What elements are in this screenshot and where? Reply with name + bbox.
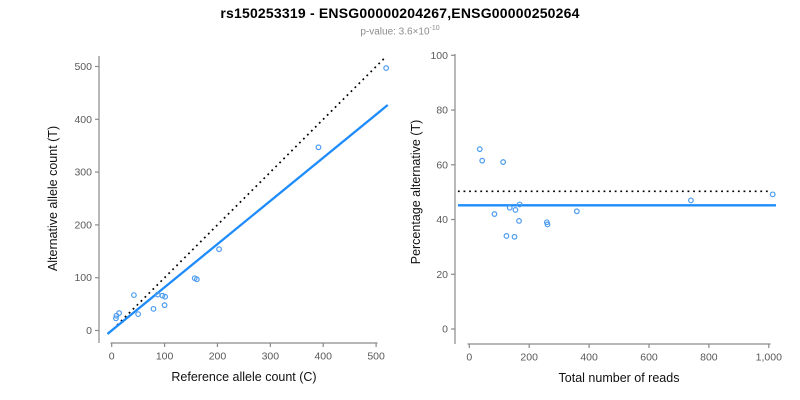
data-point bbox=[159, 292, 166, 299]
y-tick-label: 80 bbox=[436, 105, 448, 117]
y-tick-label: 400 bbox=[74, 114, 92, 126]
x-tick-label: 400 bbox=[314, 351, 332, 363]
data-point bbox=[135, 311, 142, 318]
y-tick-label: 100 bbox=[74, 272, 92, 284]
y-tick-label: 0 bbox=[442, 324, 448, 336]
x-tick-label: 300 bbox=[262, 351, 280, 363]
data-point bbox=[476, 146, 483, 153]
data-point bbox=[544, 221, 551, 228]
y-tick-label: 60 bbox=[436, 159, 448, 171]
data-point bbox=[383, 65, 390, 71]
data-point bbox=[769, 191, 776, 198]
y-tick-label: 100 bbox=[430, 50, 448, 62]
data-point bbox=[131, 292, 137, 299]
data-point bbox=[688, 197, 694, 204]
data-point bbox=[573, 208, 580, 215]
data-point bbox=[516, 201, 523, 208]
x-tick-label: 200 bbox=[209, 351, 227, 363]
data-point bbox=[150, 305, 157, 312]
x-tick-label: 500 bbox=[367, 351, 385, 363]
p-value-subtitle: p-value: 3.6×10-10 bbox=[0, 25, 800, 37]
y-tick-label: 20 bbox=[436, 269, 448, 281]
x-tick-label: 600 bbox=[640, 352, 658, 364]
y-axis-title: Percentage alternative (T) bbox=[410, 120, 423, 265]
p-value-exponent: -10 bbox=[429, 25, 440, 32]
data-point bbox=[113, 315, 119, 322]
y-tick-label: 0 bbox=[86, 325, 92, 337]
left-plot: 0 100 200 300 400 500 0 100 200 300 400 500 Referenc… bbox=[46, 56, 390, 384]
data-point bbox=[500, 159, 507, 165]
p-value-text: p-value: 3.6×10 bbox=[360, 26, 430, 38]
x-tick-label: 100 bbox=[156, 351, 174, 363]
data-point bbox=[511, 233, 518, 240]
right-plot: 0 200 400 600 800 1,000 0 20 40 60 80 100 Total numb… bbox=[410, 50, 782, 385]
data-point bbox=[491, 211, 498, 217]
identity-line bbox=[116, 57, 386, 326]
x-tick-label: 400 bbox=[580, 352, 598, 364]
x-tick-label: 800 bbox=[700, 352, 718, 364]
x-tick-label: 0 bbox=[109, 351, 115, 363]
data-point bbox=[216, 246, 222, 253]
data-point bbox=[193, 276, 200, 283]
x-tick-label: 0 bbox=[466, 352, 472, 364]
data-point bbox=[506, 204, 513, 211]
x-axis-title: Total number of reads bbox=[559, 371, 680, 385]
data-point bbox=[516, 217, 522, 224]
plot-title: rs150253319 - ENSG00000204267,ENSG000002… bbox=[220, 5, 580, 21]
data-point bbox=[116, 310, 123, 316]
data-point bbox=[315, 144, 322, 151]
x-axis-title: Reference allele count (C) bbox=[171, 370, 316, 384]
regression-line bbox=[106, 104, 389, 335]
y-tick-label: 40 bbox=[436, 214, 448, 226]
data-point bbox=[162, 293, 169, 300]
y-tick-label: 200 bbox=[74, 219, 92, 231]
data-point bbox=[479, 157, 486, 164]
data-point bbox=[161, 302, 168, 309]
data-point bbox=[512, 207, 519, 213]
x-tick-label: 200 bbox=[520, 352, 538, 364]
y-tick-label: 300 bbox=[74, 167, 92, 179]
data-point bbox=[503, 233, 510, 239]
y-axis-title: Alternative allele count (T) bbox=[46, 126, 60, 271]
y-tick-label: 500 bbox=[74, 61, 92, 73]
x-tick-label: 1,000 bbox=[756, 352, 782, 364]
